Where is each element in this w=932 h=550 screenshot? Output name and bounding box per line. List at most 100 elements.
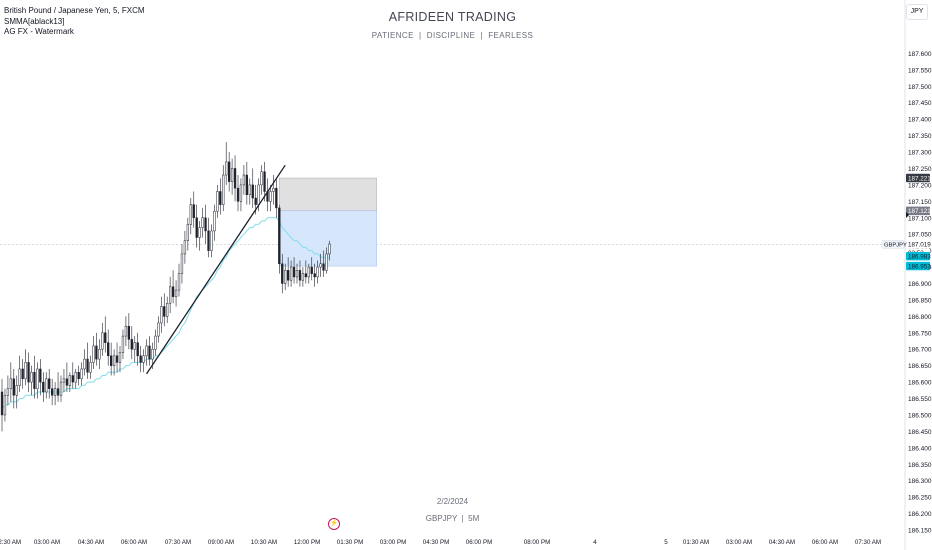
time-tick-label: 04:30 AM xyxy=(78,539,104,546)
candle-body xyxy=(228,161,231,182)
candle xyxy=(310,257,313,281)
candle-body xyxy=(83,358,86,370)
candle xyxy=(130,326,133,360)
candle xyxy=(204,204,207,245)
candle xyxy=(192,191,195,228)
candle-body xyxy=(230,168,234,182)
candle-body xyxy=(257,184,260,205)
price-tick-label: 186.800 xyxy=(908,314,932,321)
candle xyxy=(48,368,51,399)
candle-body xyxy=(204,217,207,232)
candle-body xyxy=(207,230,210,251)
candle-body xyxy=(222,174,225,205)
candle-body xyxy=(51,388,54,396)
candle xyxy=(36,362,39,399)
time-axis[interactable]: 02:30 AM 03:00 AM 04:30 AM 06:00 AM 07:30 AM… xyxy=(0,539,881,546)
price-tick-label: 187.250 xyxy=(908,166,932,173)
legend-watermark[interactable]: AG FX - Watermark xyxy=(4,27,74,36)
price-label-bg xyxy=(906,173,930,183)
candle xyxy=(124,316,128,346)
position-zones[interactable] xyxy=(279,177,377,267)
symbol-tag-text: GBPJPY xyxy=(884,243,907,249)
candle-body xyxy=(71,375,74,383)
candle-body xyxy=(65,378,69,386)
candle xyxy=(236,175,240,212)
watermark-date: 2/2/2024 xyxy=(436,497,469,506)
candle xyxy=(3,388,7,422)
price-label-bg xyxy=(906,261,930,271)
candle-body xyxy=(104,332,107,343)
price-axis[interactable]: 187.600 187.550 187.500 187.450 187.400 187.3… xyxy=(908,51,932,535)
candle-body xyxy=(304,273,308,278)
candle xyxy=(133,336,136,363)
candle xyxy=(233,155,237,202)
price-tick-label: 187.200 xyxy=(908,182,932,189)
candle-body xyxy=(112,355,116,366)
candle xyxy=(289,260,293,287)
candle xyxy=(313,263,316,287)
candle-body xyxy=(210,230,213,251)
candle xyxy=(24,349,27,386)
price-label: 187.019 xyxy=(906,240,931,249)
candle xyxy=(222,165,225,212)
candle-body xyxy=(115,355,119,363)
candle-body xyxy=(142,355,145,363)
time-tick-label: 02:30 AM xyxy=(0,539,21,546)
candle xyxy=(304,260,308,284)
price-tick-label: 186.700 xyxy=(908,347,932,354)
candle xyxy=(230,158,234,195)
candle xyxy=(239,178,243,212)
price-tick-label: 186.850 xyxy=(908,297,932,304)
candle-body xyxy=(160,306,163,324)
candle xyxy=(260,165,263,195)
candle-body xyxy=(183,240,187,255)
candle xyxy=(118,345,122,373)
price-tick-label: 187.350 xyxy=(908,133,932,140)
candle xyxy=(269,184,272,212)
price-tick-label: 187.500 xyxy=(908,84,932,91)
candle xyxy=(266,178,269,212)
trend-line[interactable] xyxy=(146,164,286,375)
price-label-text: 187.019 xyxy=(908,242,931,249)
candle xyxy=(245,161,248,205)
candle-body xyxy=(101,332,104,350)
candle xyxy=(281,253,284,294)
candle xyxy=(6,375,10,406)
price-label: 187.121 xyxy=(906,206,931,215)
candle-body xyxy=(98,348,101,360)
price-tick-label: 186.900 xyxy=(908,281,932,288)
candle-body xyxy=(248,184,251,196)
candle-body xyxy=(192,204,195,219)
time-tick-label: 03:00 PM xyxy=(380,539,406,546)
legend-indicator[interactable]: SMMA[ablack13] xyxy=(4,16,65,26)
time-tick-label: 06:00 AM xyxy=(812,539,838,546)
candle-body xyxy=(130,339,133,350)
time-tick-label: 04:30 PM xyxy=(423,539,449,546)
currency-button[interactable]: JPY xyxy=(906,4,928,20)
candle xyxy=(251,168,254,208)
candle-body xyxy=(213,210,216,232)
candle-body xyxy=(42,381,45,393)
price-label-bg xyxy=(906,240,930,249)
price-tick-label: 186.450 xyxy=(908,429,932,436)
candle-body xyxy=(251,184,254,199)
candle-body xyxy=(133,342,136,350)
candle-body xyxy=(310,266,313,274)
price-tick-label: 186.350 xyxy=(908,462,932,469)
legend-symbol[interactable]: British Pound / Japanese Yen, 5, FXCM xyxy=(4,6,145,15)
candle-body xyxy=(263,171,266,192)
time-tick-label: 04:30 AM xyxy=(769,539,795,546)
symbol-tag-bg xyxy=(881,240,905,249)
lightning-icon[interactable]: ⚡ xyxy=(328,518,340,530)
candle xyxy=(316,260,319,284)
candle xyxy=(107,329,110,366)
candle-body xyxy=(254,197,257,205)
candle-body xyxy=(107,342,110,357)
price-tick-label: 186.600 xyxy=(908,380,932,387)
candle-body xyxy=(287,270,290,281)
candle xyxy=(30,365,33,396)
candle xyxy=(65,362,69,392)
time-tick-label: 12:00 PM xyxy=(294,539,320,546)
candle-body xyxy=(0,391,4,416)
